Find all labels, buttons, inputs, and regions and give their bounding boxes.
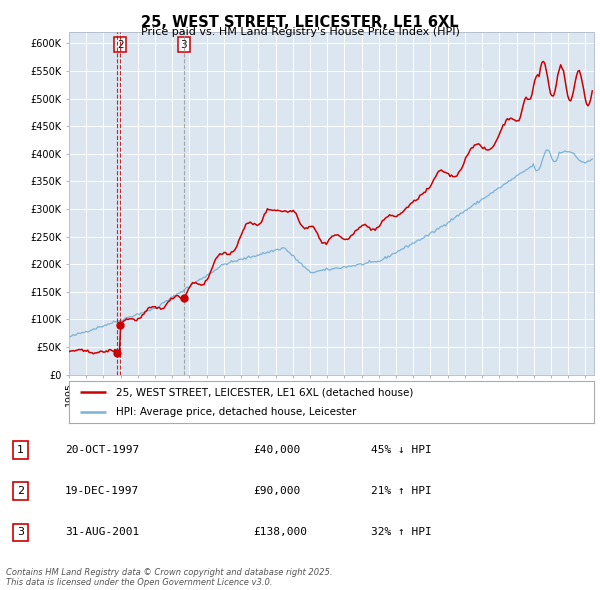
Text: 45% ↓ HPI: 45% ↓ HPI xyxy=(371,445,431,455)
Text: Contains HM Land Registry data © Crown copyright and database right 2025.: Contains HM Land Registry data © Crown c… xyxy=(6,568,332,577)
Text: 19-DEC-1997: 19-DEC-1997 xyxy=(65,486,139,496)
Text: 21% ↑ HPI: 21% ↑ HPI xyxy=(371,486,431,496)
Text: 31-AUG-2001: 31-AUG-2001 xyxy=(65,527,139,537)
Text: 20-OCT-1997: 20-OCT-1997 xyxy=(65,445,139,455)
Text: 32% ↑ HPI: 32% ↑ HPI xyxy=(371,527,431,537)
Text: £40,000: £40,000 xyxy=(253,445,300,455)
Text: 25, WEST STREET, LEICESTER, LE1 6XL: 25, WEST STREET, LEICESTER, LE1 6XL xyxy=(141,15,459,30)
Text: 2: 2 xyxy=(17,486,24,496)
Text: 3: 3 xyxy=(17,527,24,537)
Text: This data is licensed under the Open Government Licence v3.0.: This data is licensed under the Open Gov… xyxy=(6,578,272,588)
Text: £90,000: £90,000 xyxy=(253,486,300,496)
Text: 25, WEST STREET, LEICESTER, LE1 6XL (detached house): 25, WEST STREET, LEICESTER, LE1 6XL (det… xyxy=(116,388,413,398)
Text: 3: 3 xyxy=(181,40,187,50)
Text: 1: 1 xyxy=(17,445,24,455)
Text: Price paid vs. HM Land Registry's House Price Index (HPI): Price paid vs. HM Land Registry's House … xyxy=(140,27,460,37)
Text: HPI: Average price, detached house, Leicester: HPI: Average price, detached house, Leic… xyxy=(116,408,356,417)
Text: £138,000: £138,000 xyxy=(253,527,307,537)
Text: 2: 2 xyxy=(117,40,124,50)
